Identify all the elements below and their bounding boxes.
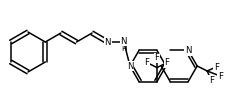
Text: F: F [208, 76, 213, 84]
Text: N: N [184, 46, 191, 55]
Text: F: F [217, 72, 222, 81]
Text: H: H [121, 46, 126, 52]
Text: N: N [126, 61, 133, 71]
Text: F: F [213, 62, 218, 72]
Text: F: F [154, 53, 159, 62]
Text: N: N [104, 37, 110, 47]
Text: F: F [144, 58, 149, 67]
Text: N: N [120, 37, 126, 45]
Text: F: F [164, 58, 169, 67]
